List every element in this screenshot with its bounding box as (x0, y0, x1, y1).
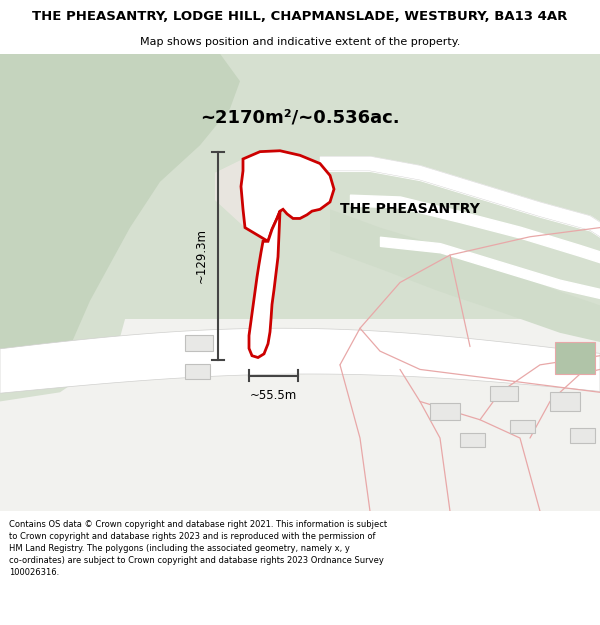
Text: ~129.3m: ~129.3m (195, 229, 208, 284)
Bar (185, 334, 213, 351)
Polygon shape (215, 151, 330, 228)
Bar (550, 392, 580, 411)
Text: Contains OS data © Crown copyright and database right 2021. This information is : Contains OS data © Crown copyright and d… (9, 521, 387, 576)
Polygon shape (249, 211, 280, 357)
Text: ~2170m²/~0.536ac.: ~2170m²/~0.536ac. (200, 109, 400, 127)
Bar (185, 364, 210, 379)
Text: THE PHEASANTRY: THE PHEASANTRY (340, 202, 480, 216)
Polygon shape (555, 342, 595, 374)
Bar (490, 386, 518, 401)
Polygon shape (330, 54, 600, 246)
Bar (430, 403, 460, 420)
Polygon shape (0, 54, 240, 392)
Text: ~55.5m: ~55.5m (250, 389, 297, 402)
Bar (510, 420, 535, 434)
Polygon shape (0, 54, 600, 511)
Polygon shape (0, 54, 600, 511)
Polygon shape (0, 328, 600, 393)
Polygon shape (330, 209, 600, 342)
Bar (570, 428, 595, 442)
Text: THE PHEASANTRY, LODGE HILL, CHAPMANSLADE, WESTBURY, BA13 4AR: THE PHEASANTRY, LODGE HILL, CHAPMANSLADE… (32, 9, 568, 22)
Bar (460, 432, 485, 447)
Text: Map shows position and indicative extent of the property.: Map shows position and indicative extent… (140, 37, 460, 47)
Polygon shape (0, 54, 320, 401)
Polygon shape (241, 151, 334, 241)
Polygon shape (0, 319, 600, 511)
